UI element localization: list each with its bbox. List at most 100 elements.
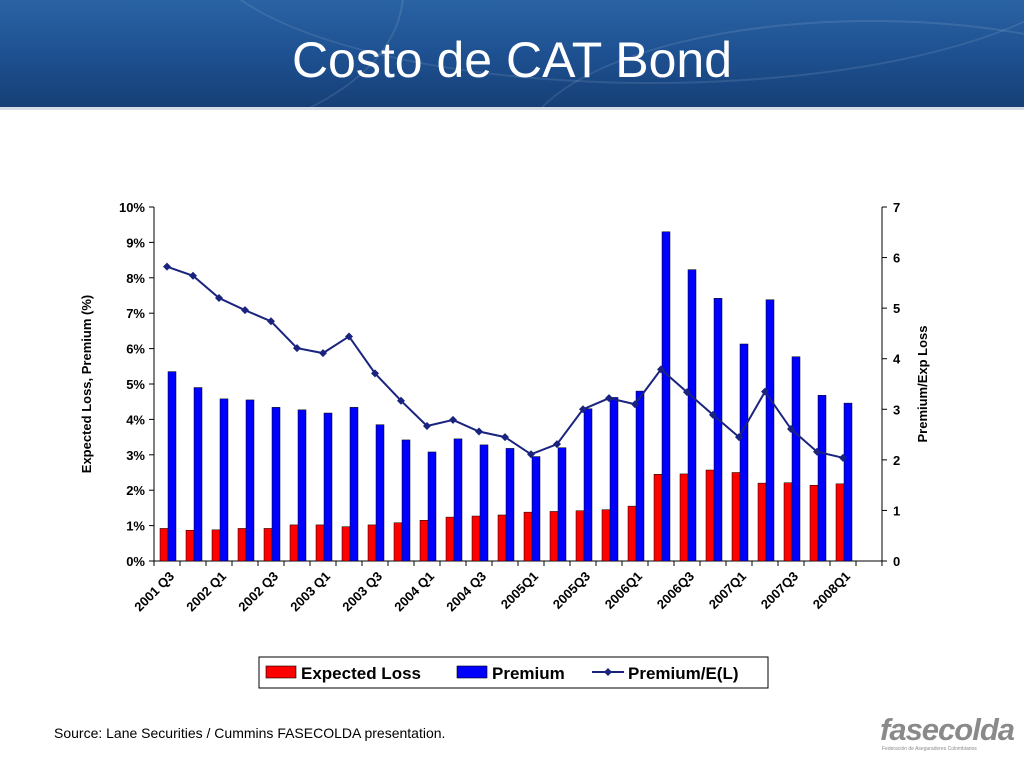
- bar-expected-loss: [315, 524, 325, 562]
- y-tick-label: 2%: [126, 483, 145, 498]
- bar-premium: [479, 444, 489, 562]
- point-premium-el: [553, 440, 561, 449]
- point-premium-el: [657, 365, 665, 374]
- x-tick-label: 2003 Q3: [339, 569, 385, 615]
- bar-expected-loss: [523, 511, 533, 562]
- bar-premium: [427, 451, 437, 562]
- point-premium-el: [163, 262, 171, 271]
- point-premium-el: [397, 396, 405, 405]
- bar-premium: [401, 439, 411, 562]
- bar-expected-loss: [341, 526, 351, 562]
- x-tick-label: 2008Q1: [810, 569, 853, 612]
- point-premium-el: [735, 433, 743, 442]
- point-premium-el: [449, 415, 457, 424]
- bar-expected-loss: [497, 514, 507, 562]
- point-premium-el: [501, 433, 509, 442]
- bar-expected-loss: [393, 522, 403, 562]
- point-premium-el: [319, 349, 327, 358]
- point-premium-el: [293, 344, 301, 353]
- bar-premium: [349, 407, 359, 562]
- y2-axis-label: Premium/Exp Loss: [915, 325, 930, 442]
- legend-label-expected-loss: Expected Loss: [301, 664, 421, 683]
- bar-premium: [583, 408, 593, 562]
- point-premium-el: [813, 447, 821, 456]
- page-title: Costo de CAT Bond: [291, 32, 733, 88]
- bar-expected-loss: [835, 483, 845, 562]
- x-tick-label: 2005Q3: [550, 569, 593, 612]
- y2-tick-label: 6: [893, 251, 900, 266]
- bar-expected-loss: [159, 528, 169, 562]
- y2-tick-label: 2: [893, 453, 900, 468]
- x-tick-label: 2004 Q3: [443, 569, 489, 615]
- y2-tick-label: 7: [893, 200, 900, 215]
- point-premium-el: [709, 410, 717, 419]
- bar-expected-loss: [809, 484, 819, 562]
- x-tick-label: 2006Q3: [654, 569, 697, 612]
- bar-premium: [713, 298, 723, 562]
- point-premium-el: [631, 400, 639, 409]
- bar-expected-loss: [419, 520, 429, 562]
- bar-expected-loss: [653, 474, 663, 562]
- y2-tick-label: 1: [893, 503, 900, 518]
- bar-premium: [167, 371, 177, 562]
- y-tick-label: 9%: [126, 235, 145, 250]
- bar-premium: [505, 448, 515, 562]
- y-tick-label: 10%: [119, 200, 145, 215]
- x-tick-label: 2007Q3: [758, 569, 801, 612]
- point-premium-el: [683, 388, 691, 397]
- point-premium-el: [215, 294, 223, 303]
- bar-expected-loss: [679, 473, 689, 562]
- bar-expected-loss: [185, 529, 195, 562]
- y-tick-label: 4%: [126, 412, 145, 427]
- point-premium-el: [527, 450, 535, 459]
- source-note: Source: Lane Securities / Cummins FASECO…: [54, 725, 446, 741]
- bar-premium: [765, 299, 775, 562]
- y-axis-label: Expected Loss, Premium (%): [79, 295, 94, 473]
- fasecolda-logo: fasecolda Federación de Aseguradores Col…: [880, 712, 1015, 757]
- y2-tick-label: 4: [893, 352, 901, 367]
- bar-premium: [531, 456, 541, 562]
- bar-premium: [661, 231, 671, 562]
- y-tick-label: 7%: [126, 306, 145, 321]
- bar-premium: [245, 399, 255, 562]
- point-premium-el: [579, 405, 587, 414]
- bar-premium: [297, 409, 307, 562]
- bar-premium: [687, 269, 697, 562]
- x-tick-label: 2005Q1: [498, 569, 541, 612]
- bar-premium: [557, 447, 567, 562]
- bar-expected-loss: [627, 505, 637, 562]
- point-premium-el: [787, 425, 795, 434]
- bar-premium: [635, 390, 645, 562]
- point-premium-el: [605, 394, 613, 403]
- point-premium-el: [345, 332, 353, 341]
- y-tick-label: 6%: [126, 342, 145, 357]
- legend-label-premium: Premium: [492, 664, 565, 683]
- point-premium-el: [371, 369, 379, 378]
- x-tick-label: 2001 Q3: [131, 569, 177, 615]
- legend-label-ratio: Premium/E(L): [628, 664, 739, 683]
- bar-premium: [219, 398, 229, 562]
- legend-swatch-premium: [456, 665, 488, 679]
- y-tick-label: 8%: [126, 271, 145, 286]
- x-tick-label: 2006Q1: [602, 569, 645, 612]
- y2-tick-label: 0: [893, 554, 900, 569]
- bar-expected-loss: [783, 482, 793, 562]
- x-tick-label: 2002 Q3: [235, 569, 281, 615]
- bar-expected-loss: [289, 524, 299, 562]
- bar-expected-loss: [263, 528, 273, 562]
- point-premium-el: [267, 317, 275, 326]
- bar-premium: [817, 395, 827, 562]
- logo-wordmark: fasecolda: [880, 712, 1015, 747]
- bar-expected-loss: [705, 469, 715, 562]
- y-tick-label: 1%: [126, 519, 145, 534]
- y2-tick-label: 3: [893, 402, 900, 417]
- bar-expected-loss: [757, 482, 767, 562]
- bar-premium: [843, 402, 853, 562]
- bar-premium: [791, 356, 801, 562]
- bar-expected-loss: [211, 529, 221, 562]
- bar-expected-loss: [575, 510, 585, 562]
- bar-expected-loss: [601, 509, 611, 562]
- bar-expected-loss: [731, 472, 741, 562]
- bar-expected-loss: [367, 524, 377, 562]
- legend: Expected Loss Premium Premium/E(L): [258, 656, 769, 689]
